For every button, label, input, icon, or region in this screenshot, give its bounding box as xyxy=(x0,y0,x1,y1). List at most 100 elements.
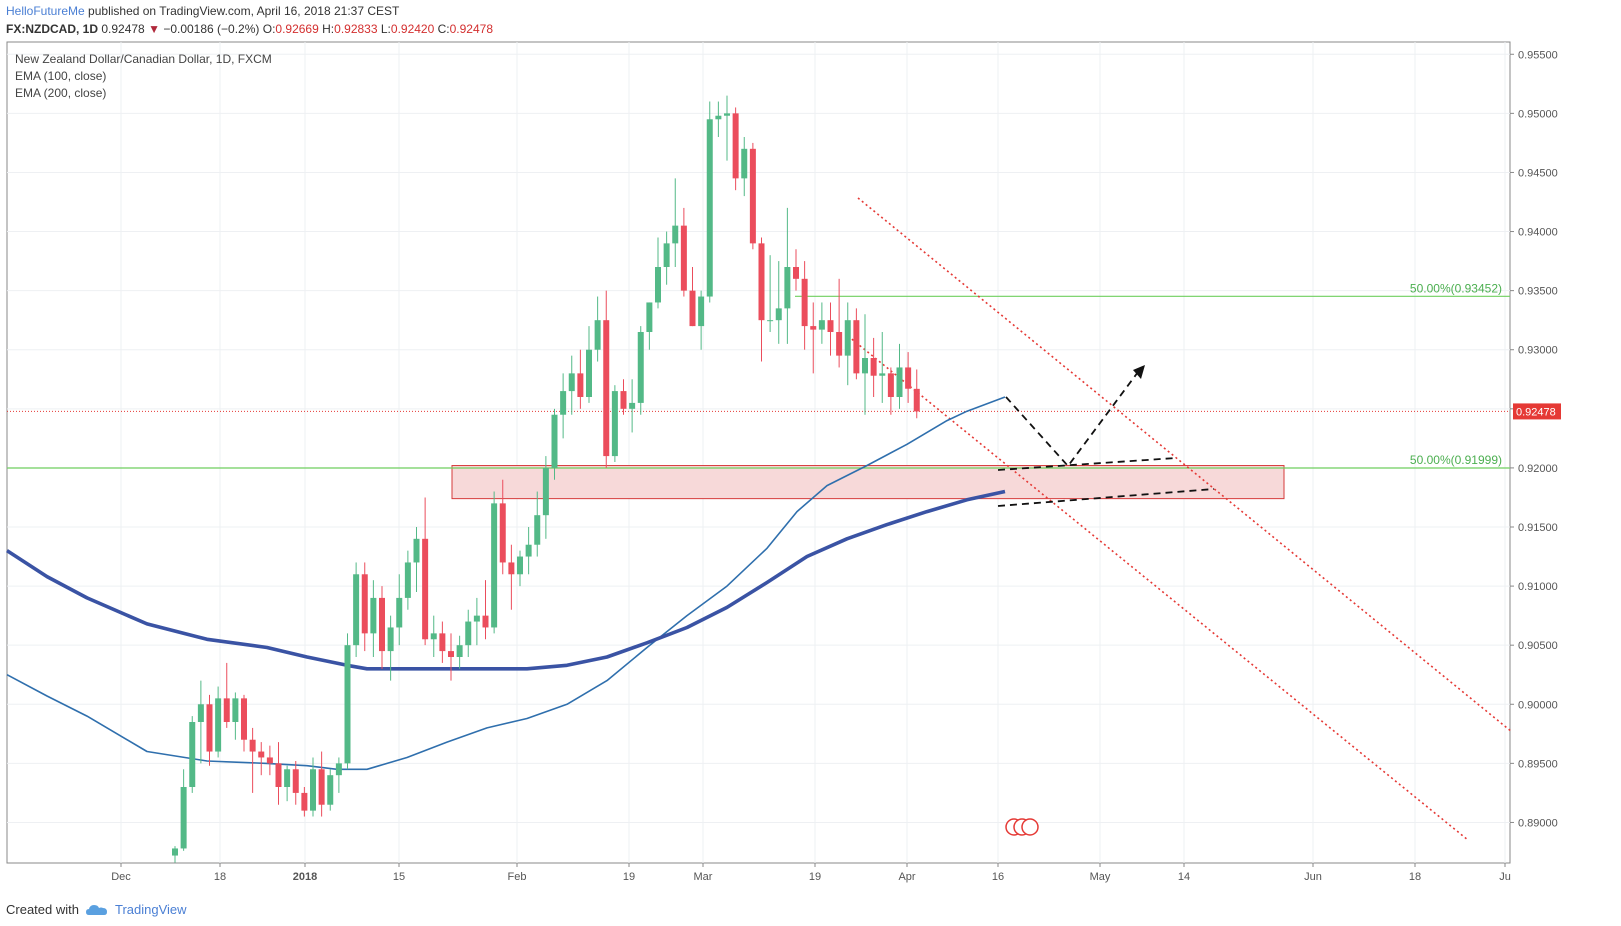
y-tick-label: 0.90500 xyxy=(1518,640,1558,652)
candle-body xyxy=(413,538,420,563)
x-tick-label: 18 xyxy=(1409,871,1421,883)
candle xyxy=(430,615,437,657)
candle-body xyxy=(689,290,696,327)
candle xyxy=(715,101,722,137)
candle xyxy=(594,296,601,362)
candle xyxy=(292,761,299,805)
tradingview-link[interactable]: TradingView xyxy=(114,902,187,917)
candle xyxy=(689,267,696,327)
candle-body xyxy=(784,267,791,309)
candle xyxy=(499,479,506,575)
candle-body xyxy=(663,243,670,267)
candle-body xyxy=(775,308,782,321)
candle xyxy=(387,615,394,681)
event-markers xyxy=(1005,818,1039,836)
footer: Created with TradingView xyxy=(6,902,187,917)
candle-body xyxy=(844,320,851,356)
candle xyxy=(353,562,360,657)
candle xyxy=(508,544,515,610)
candle xyxy=(801,261,808,350)
candle-body xyxy=(189,722,196,787)
candle xyxy=(637,326,644,415)
candle xyxy=(749,142,756,250)
y-tick-label: 0.93500 xyxy=(1518,286,1558,298)
candle-body xyxy=(241,698,247,740)
candle-body xyxy=(258,751,265,758)
y-tick-label: 0.94000 xyxy=(1518,227,1558,239)
x-tick-label: 15 xyxy=(393,871,405,883)
candle-body xyxy=(473,615,480,622)
candle xyxy=(603,290,610,468)
candle xyxy=(620,379,627,415)
candle xyxy=(663,231,670,285)
candle xyxy=(491,491,498,634)
candle-body xyxy=(232,698,239,722)
candle-body xyxy=(611,391,618,457)
candle xyxy=(646,302,653,350)
candle-body xyxy=(758,243,765,321)
candle xyxy=(525,527,532,575)
close-label: C: xyxy=(437,22,450,36)
candle xyxy=(551,408,558,480)
candle-body xyxy=(879,373,886,376)
y-tick-label: 0.95500 xyxy=(1518,49,1558,61)
candle xyxy=(611,385,618,462)
candle-body xyxy=(637,332,644,403)
publish-info: HelloFutureMe published on TradingView.c… xyxy=(6,4,399,18)
candle-body xyxy=(491,503,498,628)
candle xyxy=(275,742,282,805)
candle xyxy=(836,278,843,368)
candle-body xyxy=(499,503,506,563)
candle xyxy=(517,550,523,587)
candle-body xyxy=(836,332,843,356)
candle xyxy=(879,332,886,403)
candle xyxy=(672,178,679,267)
candle xyxy=(862,314,868,415)
candle xyxy=(284,765,291,802)
candle-body xyxy=(301,792,308,811)
ema100-extension-line xyxy=(997,457,1177,471)
candle-body xyxy=(767,320,774,322)
publish-text: published on TradingView.com, April 16, … xyxy=(88,4,400,18)
down-arrow-icon: ▼ xyxy=(148,22,160,36)
y-tick-label: 0.89500 xyxy=(1518,758,1558,770)
candle xyxy=(896,343,903,409)
candle xyxy=(767,255,774,332)
candle-body xyxy=(594,320,601,350)
author-link[interactable]: HelloFutureMe xyxy=(6,4,85,18)
candle xyxy=(172,846,178,863)
channel-upper-line xyxy=(857,197,1513,733)
candle xyxy=(413,527,420,592)
fib-label: 50.00%(0.93452) xyxy=(1410,281,1502,295)
candle xyxy=(568,355,575,415)
candle-body xyxy=(249,739,256,752)
candle xyxy=(586,326,592,403)
candle-body xyxy=(379,597,385,652)
candle xyxy=(844,302,851,386)
candle xyxy=(818,302,825,344)
candle xyxy=(223,662,230,728)
x-tick-label: 18 xyxy=(214,871,226,883)
y-tick-label: 0.93000 xyxy=(1518,345,1558,357)
calendar-event-icon xyxy=(1021,818,1039,836)
candle-body xyxy=(223,698,230,722)
candle xyxy=(577,349,584,409)
candle-body xyxy=(801,278,808,327)
candles xyxy=(172,95,920,863)
projection-arrowhead xyxy=(1133,365,1145,379)
candle-body xyxy=(698,296,705,327)
candle xyxy=(241,694,247,752)
last-price: 0.92478 xyxy=(101,22,145,36)
candle-body xyxy=(292,769,299,793)
candle-body xyxy=(749,148,756,244)
candle xyxy=(344,633,351,770)
candle-body xyxy=(206,704,213,752)
candle xyxy=(542,456,549,539)
candle-body xyxy=(870,358,877,376)
candle-body xyxy=(793,267,799,279)
projection-path xyxy=(1005,371,1139,468)
candle-body xyxy=(197,704,204,722)
candle xyxy=(732,107,739,191)
candle xyxy=(473,597,480,646)
